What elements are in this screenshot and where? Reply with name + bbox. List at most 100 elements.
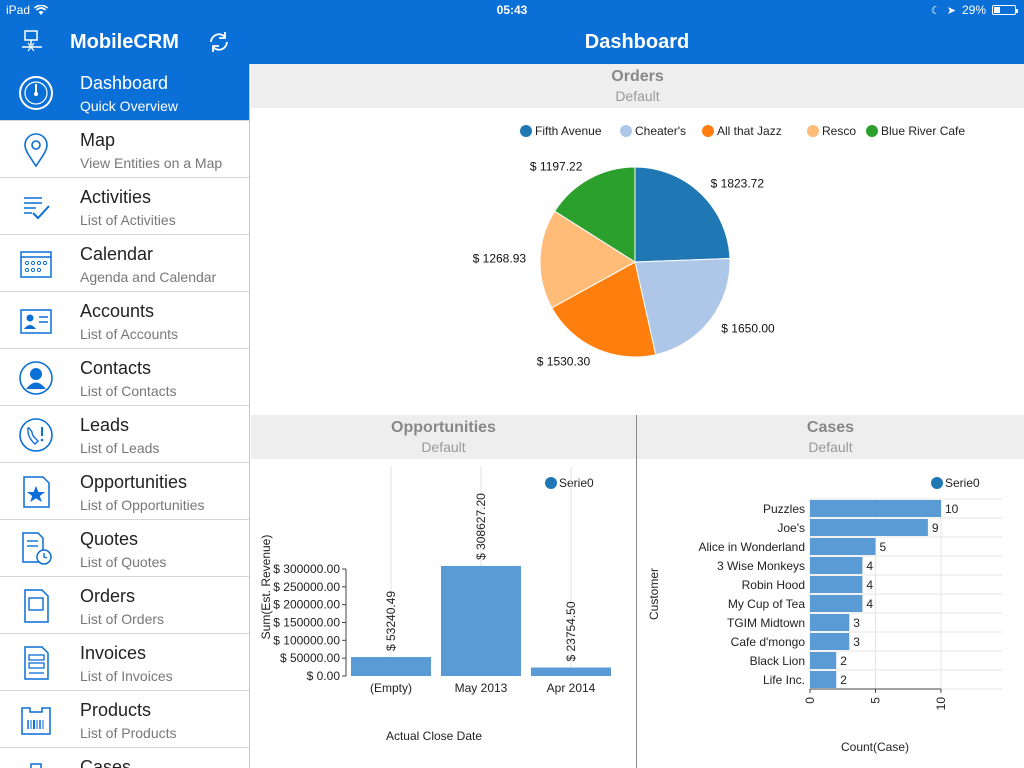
legend-label: Cheater's: [635, 124, 686, 138]
slice-label: $ 1268.93: [473, 252, 527, 266]
y-axis-title: Sum(Est. Revenue): [259, 535, 273, 640]
y-tick-label: My Cup of Tea: [728, 597, 805, 611]
bar[interactable]: [810, 538, 876, 555]
sidebar-item-cases[interactable]: Cases: [0, 748, 249, 768]
bar-value-label: 10: [945, 502, 959, 516]
y-tick-label: Robin Hood: [742, 578, 805, 592]
pie-slice[interactable]: [551, 261, 657, 358]
bar[interactable]: [810, 671, 837, 688]
pie-slice[interactable]: [539, 210, 636, 309]
panel-divider: [636, 415, 637, 768]
legend-marker: [520, 125, 532, 137]
invoice-icon: [24, 646, 49, 680]
sidebar-item-subtitle: Agenda and Calendar: [80, 269, 217, 285]
y-tick-label: $ 200000.00: [273, 598, 340, 612]
bar[interactable]: [810, 576, 863, 593]
sidebar-item-subtitle: List of Opportunities: [80, 497, 205, 513]
bar[interactable]: [441, 565, 521, 676]
sidebar-item-dashboard[interactable]: Dashboard Quick Overview: [0, 64, 249, 121]
y-axis-title: Customer: [647, 568, 661, 620]
sidebar-item-invoices[interactable]: Invoices List of Invoices: [0, 634, 249, 691]
sidebar-item-subtitle: List of Contacts: [80, 383, 177, 399]
battery-percent: 29%: [961, 3, 986, 17]
opportunity-star-icon: [23, 476, 50, 508]
y-tick-label: Black Lion: [750, 654, 805, 668]
sidebar-item-label: Activities: [80, 187, 152, 207]
sidebar-item-subtitle: List of Invoices: [80, 668, 173, 684]
sidebar-item-opportunities[interactable]: Opportunities List of Opportunities: [0, 463, 249, 520]
sidebar: Dashboard Quick Overview Map View Entiti…: [0, 64, 250, 768]
y-tick-label: $ 0.00: [307, 669, 341, 683]
bar[interactable]: [351, 657, 431, 676]
y-tick-label: $ 100000.00: [273, 633, 340, 647]
page-title: Dashboard: [584, 31, 690, 53]
app-title: MobileCRM: [70, 31, 179, 53]
x-tick-label: Apr 2014: [547, 681, 596, 695]
bar-value-label: 9: [932, 521, 939, 535]
sidebar-item-quotes[interactable]: Quotes List of Quotes: [0, 520, 249, 577]
battery-icon: [992, 5, 1018, 15]
opportunities-panel-header: Opportunities Default: [251, 415, 636, 459]
pie-slice[interactable]: [554, 166, 636, 263]
device-name: iPad: [6, 3, 31, 17]
cases-bar-chart: Serie0 10 Puzzles 9 Joe's 5 Alice in Wonderlan…: [647, 476, 1002, 754]
sidebar-item-subtitle: List of Orders: [80, 611, 165, 627]
sidebar-item-label: Map: [80, 130, 116, 150]
case-briefcase-icon: [30, 763, 42, 768]
moon-icon: ☾: [930, 4, 941, 17]
legend-label: Resco: [822, 124, 856, 138]
sync-icon[interactable]: [206, 29, 232, 55]
y-tick-label: Alice in Wonderland: [698, 540, 805, 554]
bar-value-label: 3: [853, 616, 860, 630]
order-document-icon: [24, 589, 49, 623]
panel-subtitle: Default: [615, 88, 660, 104]
sidebar-item-map[interactable]: Map View Entities on a Map: [0, 121, 249, 178]
sidebar-item-label: Invoices: [80, 643, 147, 663]
sidebar-item-label: Cases: [80, 757, 132, 768]
legend-marker: [702, 125, 714, 137]
bar[interactable]: [810, 557, 863, 574]
bar[interactable]: [810, 500, 941, 517]
sidebar-item-label: Calendar: [80, 244, 154, 264]
legend-marker: [620, 125, 632, 137]
bar[interactable]: [810, 595, 863, 612]
panel-title: Orders: [611, 68, 664, 85]
clock: 05:43: [496, 3, 528, 17]
pie-slice[interactable]: [634, 166, 731, 263]
orders-pie-chart: Fifth Avenue Cheater's All that Jazz Resco B…: [473, 124, 966, 368]
sidebar-item-products[interactable]: Products List of Products: [0, 691, 249, 748]
sidebar-item-label: Quotes: [80, 529, 139, 549]
legend-marker: [931, 477, 943, 489]
y-tick-label: $ 250000.00: [273, 580, 340, 594]
x-axis-title: Actual Close Date: [386, 729, 482, 743]
sidebar-item-calendar[interactable]: Calendar Agenda and Calendar: [0, 235, 249, 292]
sidebar-item-subtitle: List of Quotes: [80, 554, 167, 570]
sidebar-item-orders[interactable]: Orders List of Orders: [0, 577, 249, 634]
legend-label: Blue River Cafe: [881, 124, 965, 138]
opportunities-bar-chart: Serie0 $ 0.00 $ 50000.00 $ 100000.00 $ 15000…: [259, 467, 611, 743]
bar-value-label: 2: [840, 673, 847, 687]
sidebar-item-accounts[interactable]: Accounts List of Accounts: [0, 292, 249, 349]
product-barcode-icon: [21, 707, 51, 735]
home-network-icon[interactable]: [20, 29, 44, 53]
bar[interactable]: [810, 652, 837, 669]
bar[interactable]: [810, 519, 928, 536]
sidebar-item-label: Orders: [80, 586, 136, 606]
y-tick-label: Cafe d'mongo: [731, 635, 806, 649]
sidebar-item-contacts[interactable]: Contacts List of Contacts: [0, 349, 249, 406]
legend-marker: [866, 125, 878, 137]
bar-value-label: 5: [880, 540, 887, 554]
slice-label: $ 1197.22: [530, 160, 583, 174]
status-bar: iPad 05:43 ☾ ➤ 29%: [0, 0, 1024, 20]
legend-label: Fifth Avenue: [535, 124, 602, 138]
sidebar-item-activities[interactable]: Activities List of Activities: [0, 178, 249, 235]
sidebar-item-leads[interactable]: Leads List of Leads: [0, 406, 249, 463]
sidebar-item-subtitle: List of Accounts: [80, 326, 179, 342]
bar[interactable]: [810, 633, 850, 650]
y-tick-label: Life Inc.: [763, 673, 805, 687]
bar[interactable]: [810, 614, 850, 631]
bar[interactable]: [531, 667, 611, 676]
slice-label: $ 1530.30: [537, 354, 591, 368]
cases-panel-header: Cases Default: [637, 415, 1024, 459]
pie-slice[interactable]: [634, 257, 731, 356]
